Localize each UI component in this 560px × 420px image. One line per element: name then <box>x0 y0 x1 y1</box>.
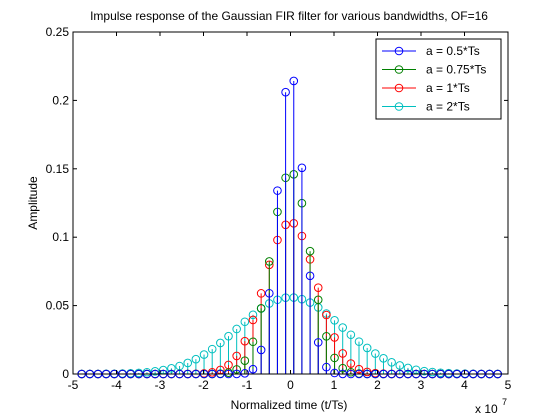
stem-marker <box>338 323 348 332</box>
stem-marker <box>232 351 241 361</box>
x-tick-label: 3 <box>418 378 425 392</box>
stem-marker <box>216 338 225 348</box>
x-tick-label: -3 <box>155 378 166 392</box>
x-tick-label: -1 <box>242 378 253 392</box>
stem-marker <box>419 366 429 376</box>
stem-marker <box>289 76 299 86</box>
y-axis-label: Amplitude <box>26 176 40 230</box>
x-tick-label: 2 <box>374 378 381 392</box>
x-axis-label: Normalized time (t/Ts) <box>231 398 348 412</box>
stem-marker <box>264 257 274 266</box>
stem-marker <box>224 331 233 341</box>
stem-marker <box>371 349 380 358</box>
legend: a = 0.5*Ts a = 0.75*Ts a = 1*Ts a = 2*Ts <box>375 38 502 120</box>
stem-marker <box>338 349 348 358</box>
x-tick-label: -4 <box>111 378 122 392</box>
chart-title: Impulse response of the Gaussian FIR fil… <box>90 9 488 23</box>
stem-marker <box>297 163 307 173</box>
x-tick-label: -5 <box>68 378 79 392</box>
stem-marker <box>183 358 193 368</box>
legend-marker <box>394 102 404 111</box>
stem-marker <box>322 310 331 320</box>
legend-marker <box>394 46 404 56</box>
stem-marker <box>354 337 364 346</box>
y-tick-label: 0.05 <box>46 299 70 313</box>
legend-entry-label: a = 1*Ts <box>426 81 470 95</box>
y-axis-ticks: 0 0.05 0.1 0.15 0.2 0.25 <box>46 25 508 381</box>
stem-marker <box>264 288 274 298</box>
stem-marker <box>338 363 348 373</box>
stem-marker <box>346 330 356 340</box>
x-tick-label: -2 <box>198 378 209 392</box>
stem-marker <box>379 354 388 363</box>
legend-box <box>375 38 502 120</box>
stem-marker <box>248 310 258 320</box>
stem-marker <box>207 344 217 354</box>
stem-marker <box>330 368 339 378</box>
stem-marker <box>362 343 372 353</box>
stem-marker <box>387 357 396 367</box>
y-tick-label: 0.15 <box>46 162 70 176</box>
stem-marker <box>322 331 331 341</box>
stem-marker <box>330 353 339 363</box>
stem-marker <box>256 289 266 298</box>
stem-marker <box>281 87 290 97</box>
stem-marker <box>256 303 266 313</box>
legend-entry-label: a = 2*Ts <box>426 100 470 114</box>
stem-marker <box>346 359 356 368</box>
stem-marker <box>313 338 323 347</box>
stem-marker <box>232 365 241 374</box>
stem-marker <box>256 345 266 355</box>
stem-marker <box>273 186 282 195</box>
stem-marker <box>240 356 250 365</box>
stem-marker <box>330 333 339 342</box>
stem-marker <box>313 295 323 305</box>
legend-marker <box>394 65 404 74</box>
stem-marker <box>248 315 258 325</box>
stem-marker <box>191 354 201 364</box>
x-axis-ticks: -5 -4 -3 -2 -1 0 1 2 3 4 5 <box>68 32 512 392</box>
stem-marker <box>305 246 315 256</box>
x-tick-label: 5 <box>505 378 512 392</box>
y-tick-label: 0 <box>62 367 69 381</box>
stem-marker <box>322 362 331 372</box>
x-tick-label: 1 <box>331 378 338 392</box>
stem-marker <box>395 361 405 370</box>
y-tick-label: 0.1 <box>52 230 69 244</box>
legend-marker <box>394 83 404 93</box>
stem-marker <box>240 317 250 327</box>
stem-marker <box>232 324 241 334</box>
x-tick-label: 4 <box>461 378 468 392</box>
stem-marker <box>248 337 258 347</box>
stem-marker <box>305 271 315 281</box>
stem-marker <box>240 336 250 346</box>
x-axis-multiplier: x 10 <box>475 402 498 416</box>
legend-entry-label: a = 0.5*Ts <box>426 44 480 58</box>
stem-marker <box>330 316 339 325</box>
stem-marker <box>199 350 209 359</box>
x-axis-multiplier-exponent: 7 <box>502 397 507 407</box>
stem-marker <box>150 367 160 376</box>
y-tick-label: 0.2 <box>52 93 69 107</box>
y-tick-label: 0.25 <box>46 25 70 39</box>
stem-marker <box>403 363 413 373</box>
stem-marker <box>313 283 323 292</box>
stem-marker <box>248 364 258 374</box>
stem-marker <box>167 364 176 373</box>
legend-entry-label: a = 0.75*Ts <box>426 63 486 77</box>
x-tick-label: 0 <box>287 378 294 392</box>
stem-marker <box>240 369 250 378</box>
stem-marker <box>354 364 364 374</box>
